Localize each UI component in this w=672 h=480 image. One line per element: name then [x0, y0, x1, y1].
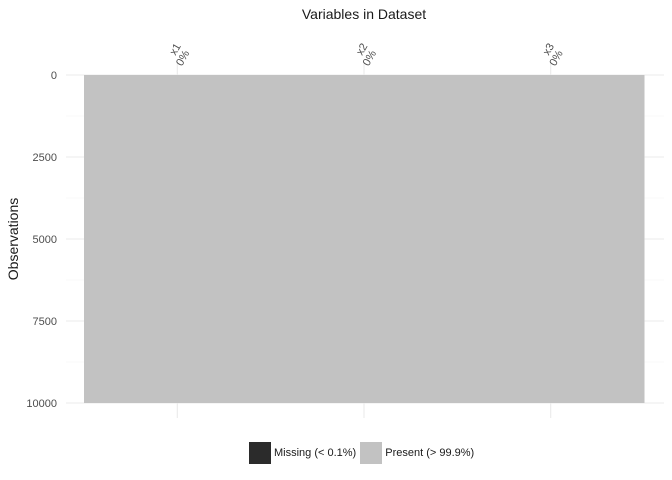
x-tick-label-x2: x20% — [351, 41, 380, 68]
present-cell-x1 — [84, 75, 272, 403]
y-tick-labels: 0 2500 5000 7500 10000 — [26, 70, 57, 410]
present-cells — [84, 75, 645, 403]
present-cell-x2 — [270, 75, 458, 403]
y-tick-label: 0 — [51, 70, 57, 82]
y-axis-title: Observations — [5, 198, 21, 280]
y-tick-label: 5000 — [33, 234, 57, 246]
legend-item-missing: Missing (< 0.1%) — [249, 442, 356, 464]
x-tick-label-x1: x10% — [165, 41, 194, 68]
legend-item-present: Present (> 99.9%) — [360, 442, 474, 464]
x-tick-labels: x10% x20% x30% — [165, 41, 567, 68]
legend-label-missing: Missing (< 0.1%) — [274, 447, 357, 459]
y-tick-label: 7500 — [33, 316, 57, 328]
y-tick-label: 2500 — [33, 152, 57, 164]
present-cell-x3 — [457, 75, 645, 403]
y-tick-label: 10000 — [26, 398, 57, 410]
legend-label-present: Present (> 99.9%) — [385, 447, 475, 459]
legend-swatch-missing — [249, 442, 271, 464]
x-axis-title: Variables in Dataset — [302, 6, 426, 22]
x-tick-label-x3: x30% — [538, 41, 567, 68]
legend: Missing (< 0.1%) Present (> 99.9%) — [249, 442, 478, 464]
legend-swatch-present — [360, 442, 383, 464]
